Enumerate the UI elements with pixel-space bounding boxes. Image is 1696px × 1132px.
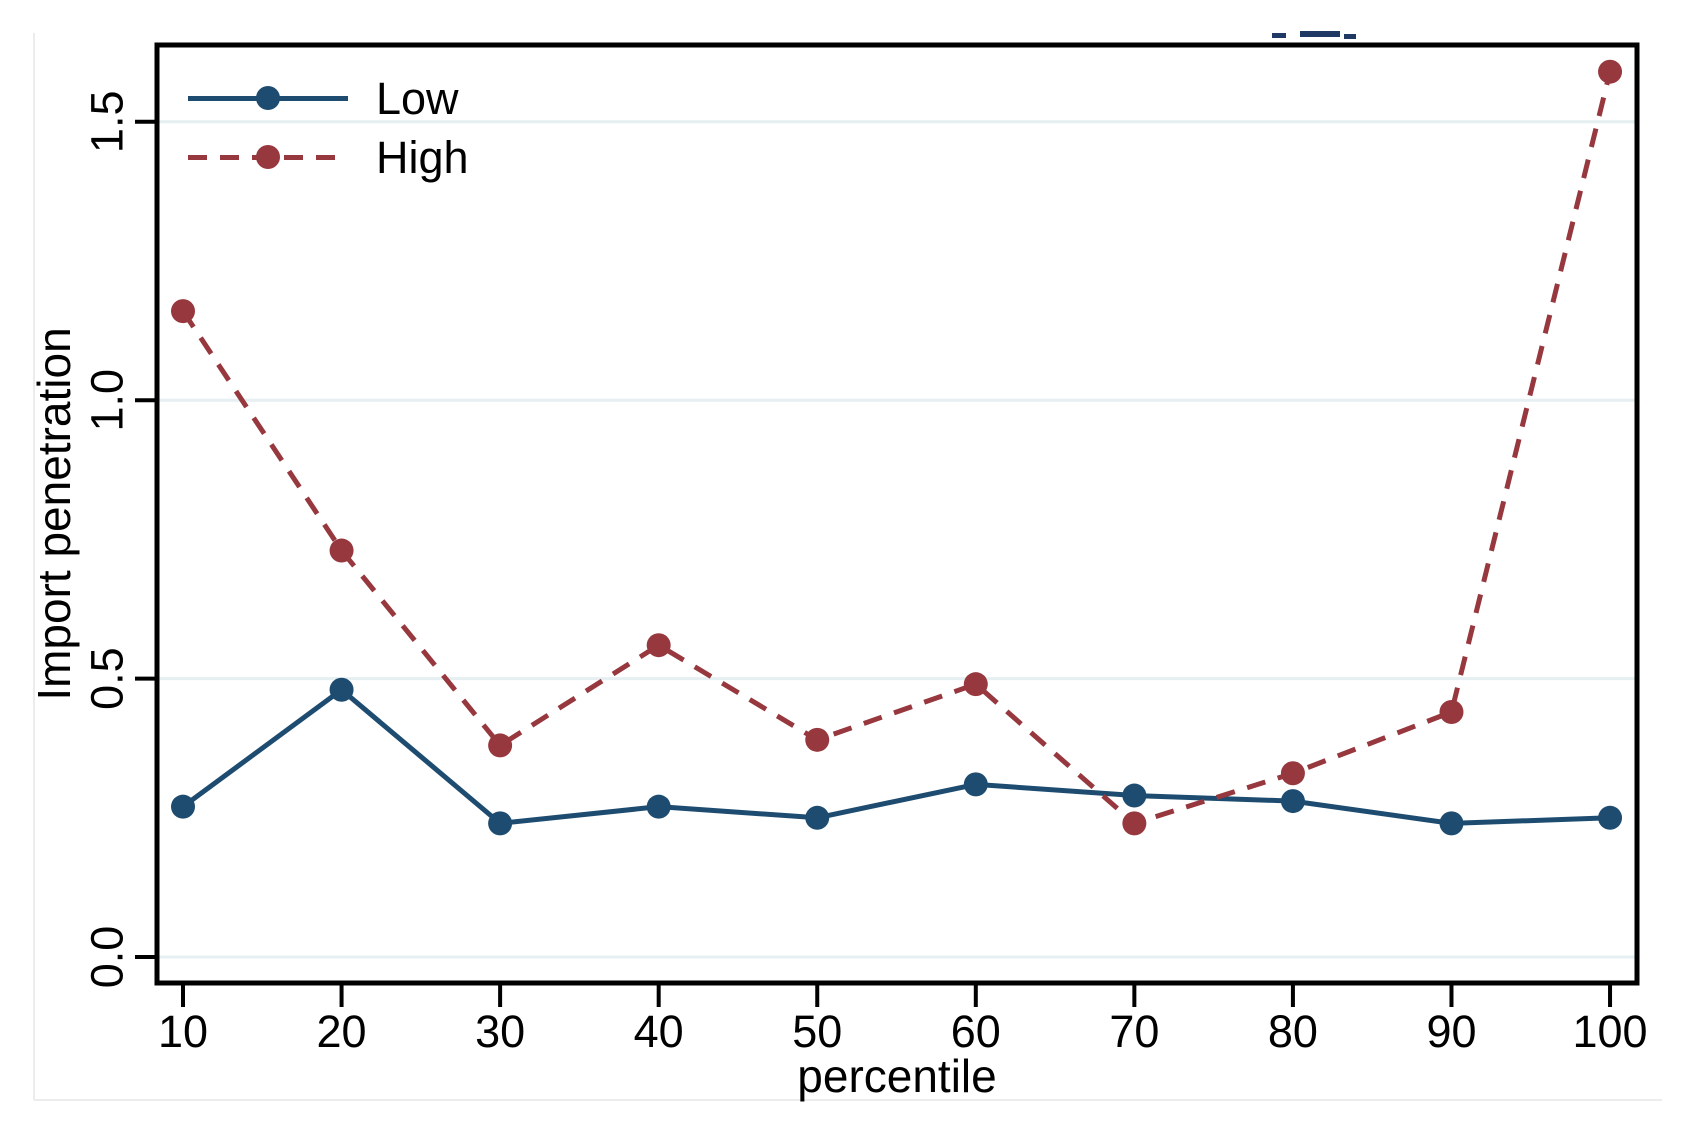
top-edge-artifact — [1344, 34, 1356, 39]
x-tick-label: 30 — [475, 1006, 525, 1057]
series-high-line — [180, 71, 1613, 826]
series-low-marker — [1598, 805, 1623, 830]
x-tick-label: 10 — [158, 1006, 208, 1057]
y-tick-label: 1.5 — [82, 91, 133, 154]
series-low-marker — [963, 772, 988, 797]
x-tick-label: 40 — [634, 1006, 684, 1057]
series-low-marker — [488, 811, 513, 836]
legend-marker-high — [256, 145, 280, 169]
series-high-marker — [488, 733, 513, 758]
legend-item-high: High — [188, 132, 469, 182]
top-edge-artifact — [1300, 31, 1340, 37]
series-low-line — [181, 687, 1611, 826]
series-low-marker — [171, 794, 195, 819]
series-low-marker — [1280, 789, 1305, 814]
plot-frame — [154, 42, 1640, 986]
series-high-marker — [646, 633, 671, 658]
series-low-marker — [329, 677, 354, 702]
x-tick-label: 50 — [792, 1006, 842, 1057]
series-high-marker — [329, 538, 354, 563]
x-axis-title: percentile — [797, 1050, 997, 1102]
series-high-marker — [1280, 761, 1305, 786]
y-tick-label: 0.5 — [82, 647, 133, 710]
legend-swatch-low — [188, 73, 348, 123]
y-tick-label: 0.0 — [82, 926, 133, 989]
x-tick-label: 60 — [951, 1006, 1001, 1057]
series-high-marker — [1439, 700, 1464, 725]
series-high-marker — [1122, 811, 1147, 836]
series-low-marker — [646, 794, 671, 819]
x-tick-label: 100 — [1572, 1006, 1647, 1057]
series-high-marker — [805, 727, 830, 752]
legend-swatch-high — [188, 132, 348, 182]
y-axis-title: Import penetration — [28, 327, 80, 701]
legend-item-low: Low — [188, 73, 459, 123]
x-tick-label: 70 — [1109, 1006, 1159, 1057]
legend-label-low: Low — [376, 72, 459, 124]
x-tick-label: 80 — [1268, 1006, 1318, 1057]
series-low-marker — [1439, 811, 1464, 836]
series-low-marker — [1122, 783, 1147, 808]
legend-marker-low — [256, 86, 280, 110]
series-high-marker — [171, 299, 195, 324]
x-tick-label: 20 — [317, 1006, 367, 1057]
series-high-marker — [1598, 59, 1623, 84]
top-edge-artifact — [1272, 33, 1286, 38]
series-high-marker — [963, 672, 988, 697]
series-low-marker — [805, 805, 830, 830]
y-tick-label: 1.0 — [82, 369, 133, 432]
x-tick-label: 90 — [1426, 1006, 1476, 1057]
legend-label-high: High — [376, 131, 469, 183]
